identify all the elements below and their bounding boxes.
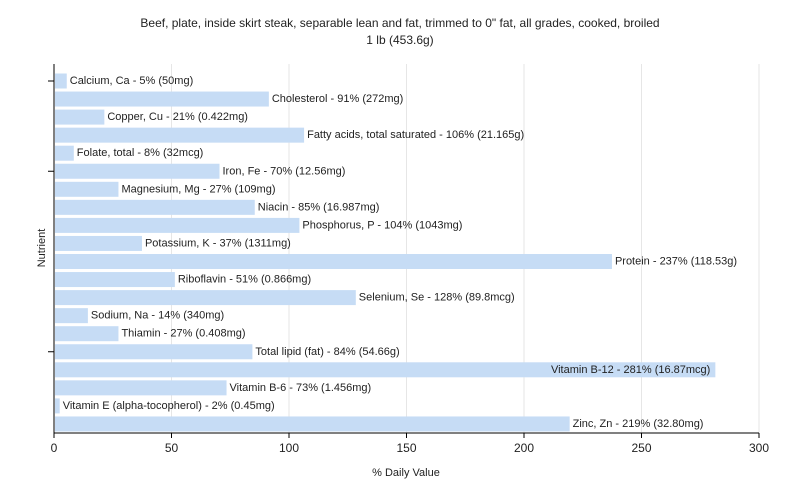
bar	[55, 398, 60, 414]
x-tick-label: 0	[51, 441, 58, 455]
x-axis-label: % Daily Value	[372, 467, 440, 479]
bar-label: Selenium, Se - 128% (89.8mcg)	[359, 292, 515, 304]
x-tick-label: 200	[514, 441, 534, 455]
bar-label: Phosphorus, P - 104% (1043mg)	[302, 219, 462, 231]
bar-label: Protein - 237% (118.53g)	[615, 256, 737, 268]
bar	[55, 163, 220, 179]
bar-label: Fatty acids, total saturated - 106% (21.…	[307, 129, 524, 141]
bar	[55, 416, 570, 432]
bar-label: Copper, Cu - 21% (0.422mg)	[107, 111, 248, 123]
chart-title: Beef, plate, inside skirt steak, separab…	[140, 16, 659, 30]
y-axis-label: Nutrient	[36, 229, 48, 268]
bar-label: Vitamin B-6 - 73% (1.456mg)	[230, 382, 372, 394]
x-tick-label: 300	[749, 441, 769, 455]
x-tick-label: 150	[396, 441, 416, 455]
bar	[55, 362, 716, 378]
chart-subtitle: 1 lb (453.6g)	[366, 33, 433, 47]
bar	[55, 199, 255, 215]
bar	[55, 235, 142, 251]
bar-label: Iron, Fe - 70% (12.56mg)	[223, 165, 346, 177]
x-tick-label: 50	[165, 441, 179, 455]
axes: 0 50 100 150 200 250 300	[48, 64, 769, 455]
bar-label: Calcium, Ca - 5% (50mg)	[70, 75, 193, 87]
bar	[55, 217, 300, 233]
x-tick-label: 250	[631, 441, 651, 455]
x-tick-label: 100	[279, 441, 299, 455]
bar-label: Niacin - 85% (16.987mg)	[258, 201, 380, 213]
bar	[55, 145, 74, 161]
bar	[55, 326, 119, 342]
bar-label: Magnesium, Mg - 27% (109mg)	[121, 183, 275, 195]
bar-label: Vitamin E (alpha-tocopherol) - 2% (0.45m…	[63, 400, 275, 412]
bar	[55, 254, 612, 269]
bar-label: Riboflavin - 51% (0.866mg)	[178, 274, 311, 286]
bar	[55, 380, 227, 396]
bar	[55, 290, 356, 306]
bar-label: Thiamin - 27% (0.408mg)	[121, 328, 245, 340]
bar	[55, 91, 269, 107]
bars: Calcium, Ca - 5% (50mg) Cholesterol - 91%…	[55, 73, 737, 432]
bar	[55, 308, 88, 324]
bar-label: Sodium, Na - 14% (340mg)	[91, 310, 224, 322]
bar-label: Total lipid (fat) - 84% (54.66g)	[255, 346, 399, 358]
bar-label: Potassium, K - 37% (1311mg)	[145, 237, 291, 249]
bar-label: Folate, total - 8% (32mcg)	[77, 147, 204, 159]
bar	[55, 181, 119, 197]
bar	[55, 109, 105, 125]
bar-label: Vitamin B-12 - 281% (16.87mcg)	[551, 364, 710, 376]
bar	[55, 73, 67, 89]
bar-label: Zinc, Zn - 219% (32.80mg)	[573, 418, 704, 430]
bar	[55, 127, 305, 143]
bar-label: Cholesterol - 91% (272mg)	[272, 93, 403, 105]
bar	[55, 344, 253, 360]
bar	[55, 272, 175, 288]
